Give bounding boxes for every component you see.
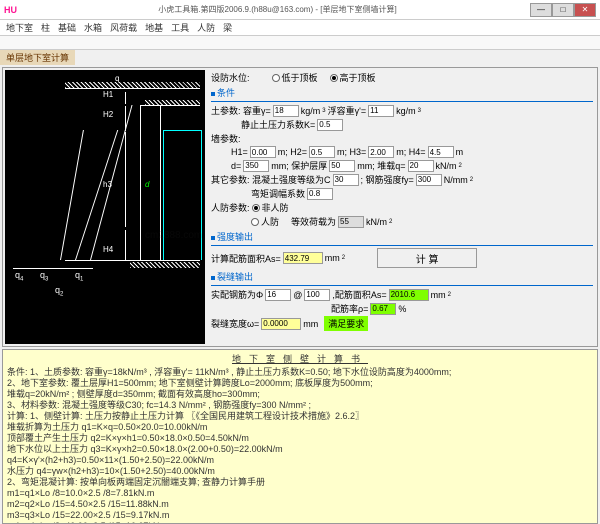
menu-item[interactable]: 人防 (197, 21, 215, 34)
input-h4[interactable] (428, 146, 454, 158)
radio-nopd[interactable] (252, 204, 260, 212)
input-h1[interactable] (250, 146, 276, 158)
report-title: 地下室侧壁计算书 (7, 354, 593, 365)
diag-q3: q3 (40, 270, 48, 283)
radio-low[interactable] (272, 74, 280, 82)
output-as (283, 252, 323, 264)
menu-item[interactable]: 地下室 (6, 21, 33, 34)
output-as2 (389, 289, 429, 301)
input-c[interactable] (333, 174, 359, 186)
diag-h4: H4 (103, 245, 113, 254)
diag-q2: q2 (55, 285, 63, 298)
input-h3[interactable] (368, 146, 394, 158)
design-level-label: 设防水位: (211, 71, 250, 84)
menubar: 地下室 柱 基础 水箱 风荷载 地基 工具 人防 梁 (0, 20, 600, 36)
input-eq (338, 216, 364, 228)
input-q[interactable] (408, 160, 434, 172)
input-gamma2[interactable] (368, 105, 394, 117)
tab-calc[interactable]: 单层地下室计算 (0, 50, 75, 65)
diagram-canvas: q H1 H2 h3 d H4 q4 q3 q1 q2 cm2888.com (5, 70, 205, 344)
app-icon: HU (4, 5, 17, 15)
maximize-button[interactable]: □ (552, 3, 574, 17)
diag-d: d (145, 180, 149, 189)
diag-h1: H1 (103, 90, 113, 99)
input-cover[interactable] (329, 160, 355, 172)
minimize-button[interactable]: — (530, 3, 552, 17)
toolbar (0, 36, 600, 50)
input-k[interactable] (317, 119, 343, 131)
menu-item[interactable]: 工具 (171, 21, 189, 34)
input-crack[interactable] (307, 188, 333, 200)
radio-high[interactable] (330, 74, 338, 82)
titlebar: HU 小虎工具箱.第四版2006.9.(h88u@163.com) - [单层地… (0, 0, 600, 20)
menu-item[interactable]: 地基 (145, 21, 163, 34)
report-output: 地下室侧壁计算书 条件: 1、土质参数: 容重γ=18kN/m³ , 浮容重γ'… (2, 349, 598, 524)
group-conditions: 条件 (211, 86, 593, 99)
close-button[interactable]: ✕ (574, 3, 596, 17)
diag-q4: q4 (15, 270, 23, 283)
output-ratio (370, 303, 396, 315)
input-h2[interactable] (309, 146, 335, 158)
diag-h2: H2 (103, 110, 113, 119)
menu-item[interactable]: 梁 (223, 21, 232, 34)
window-title: 小虎工具箱.第四版2006.9.(h88u@163.com) - [单层地下室侧… (25, 4, 530, 15)
input-bar-d[interactable] (265, 289, 291, 301)
output-width (261, 318, 301, 330)
input-d[interactable] (243, 160, 269, 172)
menu-item[interactable]: 柱 (41, 21, 50, 34)
watermark: cm2888.com (145, 230, 202, 241)
input-gamma[interactable] (273, 105, 299, 117)
menu-item[interactable]: 水箱 (84, 21, 102, 34)
calc-button[interactable]: 计 算 (377, 248, 477, 268)
menu-item[interactable]: 基础 (58, 21, 76, 34)
status-ok: 满足要求 (324, 316, 368, 331)
group-strength: 强度输出 (211, 230, 593, 243)
params-panel: 设防水位: 低于顶板 高于顶板 条件 土参数: 容重γ= kg/m3 浮容重γ'… (207, 68, 597, 346)
radio-pd[interactable] (251, 218, 259, 226)
diag-q1: q1 (75, 270, 83, 283)
input-bar-s[interactable] (304, 289, 330, 301)
group-crack: 裂缝输出 (211, 270, 593, 283)
menu-item[interactable]: 风荷载 (110, 21, 137, 34)
input-fy[interactable] (416, 174, 442, 186)
